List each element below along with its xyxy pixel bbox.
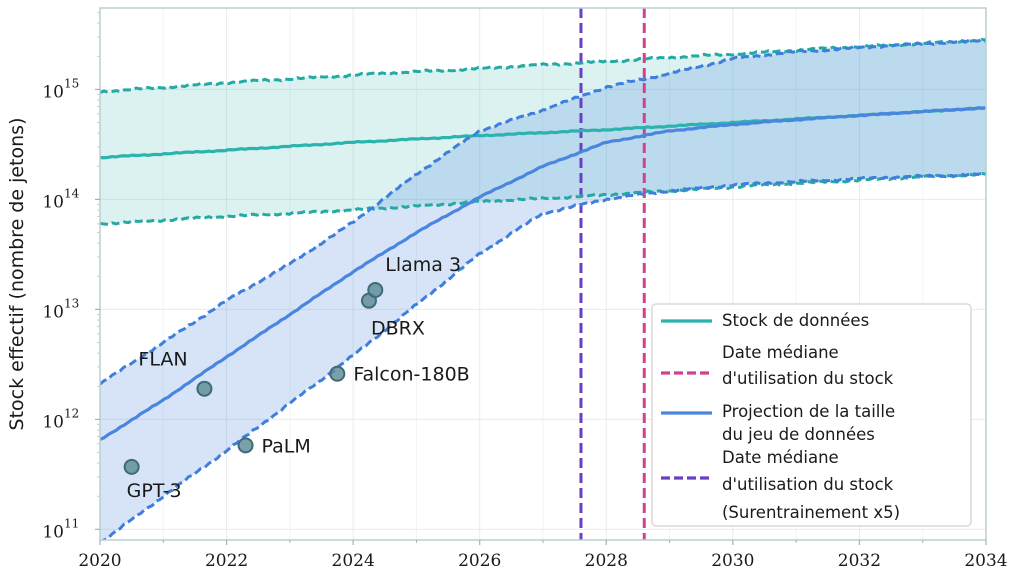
y-tick-label: 10 <box>42 82 64 102</box>
y-tick-base: 10 <box>42 522 64 542</box>
point-label: DBRX <box>371 318 425 340</box>
point-Llama 3 <box>367 282 384 299</box>
x-tick-label: 2028 <box>585 551 628 571</box>
y-tick-exp: 13 <box>64 296 79 310</box>
legend-label: Projection de la taille <box>722 402 895 421</box>
legend-label: d'utilisation du stock <box>722 475 894 494</box>
point-label: GPT-3 <box>127 480 182 502</box>
point-label: PaLM <box>262 435 311 457</box>
y-tick-base: 10 <box>42 82 64 102</box>
lines <box>100 37 986 540</box>
point-PaLM <box>237 437 254 454</box>
x-tick-label: 2032 <box>838 551 881 571</box>
y-tick-label: 10 <box>42 522 64 542</box>
series-0-upper <box>100 37 986 94</box>
series-1-upper <box>100 38 986 386</box>
point-Falcon-180B <box>329 365 346 382</box>
y-tick-exp: 14 <box>64 186 80 200</box>
x-tick-label: 2022 <box>205 551 248 571</box>
x-tick-label: 2034 <box>964 551 1007 571</box>
x-tick-label: 2020 <box>78 551 121 571</box>
point-label: Llama 3 <box>385 254 461 276</box>
point-FLAN <box>196 380 213 397</box>
y-tick-label: 10 <box>42 192 64 212</box>
y-axis-label: Stock effectif (nombre de jetons) <box>6 118 28 431</box>
legend-label: Stock de données <box>722 311 869 330</box>
vlines <box>579 8 646 540</box>
y-tick-exp: 11 <box>64 516 79 530</box>
legend-label: (Surentrainement x5) <box>722 503 900 522</box>
x-tick-label: 2026 <box>458 551 501 571</box>
point-label: FLAN <box>138 349 187 371</box>
legend: Stock de données Date médiane d'utilisatio… <box>651 303 972 527</box>
y-tick-exp: 12 <box>64 406 79 420</box>
legend-label: Date médiane <box>722 448 839 467</box>
series-1-line <box>100 106 986 441</box>
y-tick-base: 10 <box>42 192 64 212</box>
points: GPT-3 FLAN PaLM Falcon-180B DBRX Llama 3 <box>123 254 470 502</box>
point-label: Falcon-180B <box>353 364 469 386</box>
x-tick-label: 2030 <box>711 551 754 571</box>
legend-label: Date médiane <box>722 343 839 362</box>
legend-label: du jeu de données <box>722 425 875 444</box>
y-tick-exp: 15 <box>64 76 79 90</box>
legend-box <box>651 303 972 527</box>
legend-label: d'utilisation du stock <box>722 369 894 388</box>
y-tick-label: 10 <box>42 412 64 432</box>
point-GPT-3 <box>123 458 140 475</box>
band-1 <box>100 39 986 540</box>
y-tick-base: 10 <box>42 412 64 432</box>
series-1-lower <box>101 171 986 540</box>
y-tick-label: 10 <box>42 302 64 322</box>
y-tick-base: 10 <box>42 302 64 322</box>
x-tick-label: 2024 <box>332 551 375 571</box>
